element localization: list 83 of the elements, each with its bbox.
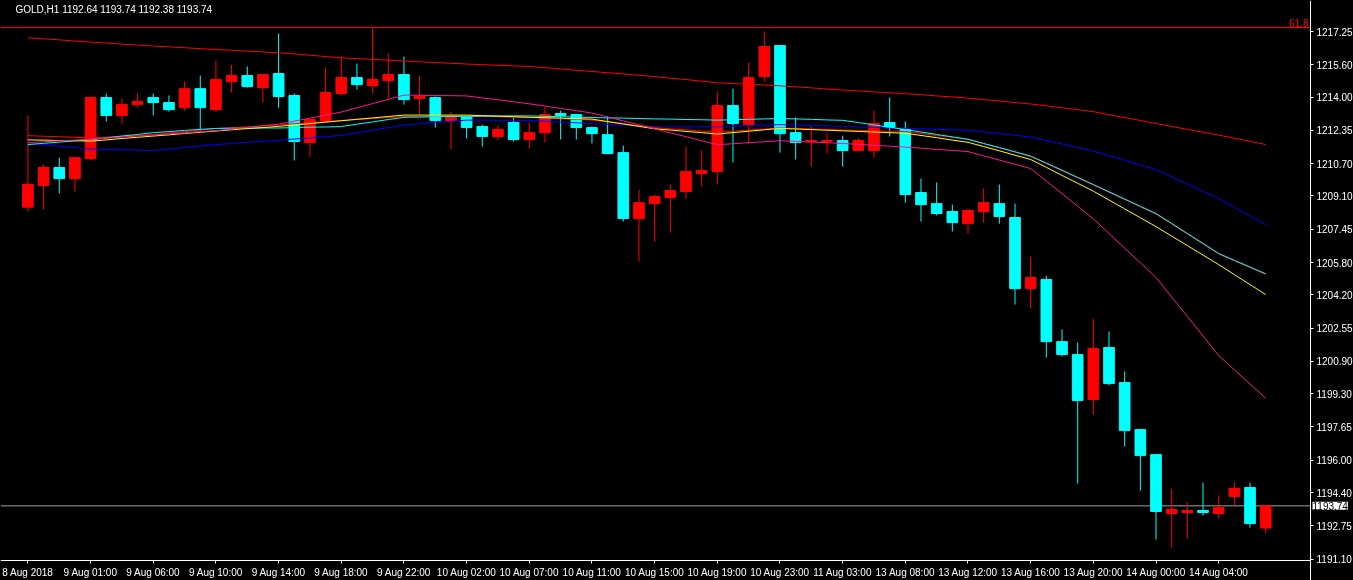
candlestick: [116, 98, 128, 125]
candlestick: [633, 189, 645, 263]
candlestick: [241, 65, 254, 89]
x-tick-label: 13 Aug 12:00: [938, 566, 998, 578]
x-tick-label: 9 Aug 14:00: [251, 566, 306, 578]
x-tick-label: 11 Aug 03:00: [813, 566, 872, 578]
candlestick: [1228, 482, 1241, 507]
y-tick-label: 1205.80: [1316, 257, 1353, 269]
candlestick: [382, 53, 395, 101]
x-tick-label: 14 Aug 00:00: [1126, 566, 1186, 578]
y-tick-label: 1200.90: [1316, 356, 1353, 368]
candlestick: [680, 146, 692, 200]
y-tick-label: 1202.55: [1316, 323, 1353, 335]
x-tick-label: 10 Aug 23:00: [750, 566, 810, 578]
candlestick: [586, 126, 598, 145]
y-tick-label: 1196.00: [1316, 455, 1353, 467]
candlestick: [977, 188, 990, 224]
candlestick: [821, 132, 833, 155]
x-tick-label: 10 Aug 02:00: [436, 566, 497, 578]
candlestick: [335, 56, 348, 97]
y-tick-label: 1197.65: [1316, 421, 1353, 433]
y-tick-label: 1209.10: [1316, 190, 1353, 202]
candlestick: [1024, 255, 1037, 310]
text: 61.8: [1289, 17, 1309, 29]
candlestick: [1212, 495, 1225, 520]
candlestick: [178, 81, 191, 112]
y-tick-label: 1204.20: [1316, 289, 1353, 301]
x-tick-label: 8 Aug 2018: [2, 566, 54, 578]
x-tick-label: 10 Aug 07:00: [499, 566, 559, 578]
candlestick: [476, 124, 489, 148]
y-tick-label: 1191.10: [1316, 554, 1353, 566]
candlestick: [37, 164, 50, 210]
x-tick-label: 13 Aug 20:00: [1063, 566, 1123, 578]
candlestick: [648, 194, 661, 243]
candlestick: [1197, 482, 1209, 517]
x-tick-label: 10 Aug 19:00: [687, 566, 747, 578]
x-tick-label: 10 Aug 15:00: [624, 566, 685, 578]
candlestick: [1259, 505, 1272, 534]
candlestick: [915, 178, 927, 223]
candlestick: [507, 117, 520, 143]
x-tick-label: 10 Aug 11:00: [562, 566, 622, 578]
ref-line-label: 1193.74: [1312, 500, 1349, 512]
y-tick-label: 1207.45: [1316, 224, 1353, 236]
candlestick: [962, 207, 974, 234]
candlestick: [492, 125, 504, 141]
x-tick-label: 9 Aug 22:00: [376, 566, 431, 578]
x-tick-label: 9 Aug 06:00: [126, 566, 181, 578]
y-tick-label: 1199.30: [1316, 388, 1353, 400]
candlestick: [147, 93, 160, 116]
candlestick: [272, 33, 285, 109]
candlestick: [695, 150, 708, 187]
candlestick: [413, 75, 426, 116]
x-tick-label: 9 Aug 10:00: [188, 566, 243, 578]
candlestick: [993, 183, 1006, 225]
y-tick-label: 1192.75: [1316, 520, 1353, 532]
y-tick-label: 1210.70: [1316, 158, 1353, 170]
y-tick-label: 1194.40: [1316, 487, 1353, 499]
y-tick-label: 1212.35: [1316, 125, 1353, 137]
candlestick: [946, 204, 959, 232]
line-series: [27, 94, 1267, 399]
candlestick: [53, 157, 66, 195]
candlestick: [351, 63, 363, 90]
candlestick: [100, 93, 113, 123]
x-tick-label: 9 Aug 01:00: [63, 566, 118, 578]
candlestick: [225, 64, 238, 93]
candlestick: [1165, 487, 1178, 549]
candlestick: [1056, 329, 1068, 358]
candlestick: [257, 74, 269, 104]
x-tick-label: 13 Aug 08:00: [875, 566, 935, 578]
x-tick-label: 13 Aug 16:00: [1000, 566, 1061, 578]
y-tick-label: 1214.00: [1316, 92, 1353, 104]
candlestick: [69, 157, 81, 193]
y-tick-label: 1217.25: [1316, 26, 1353, 38]
candlestick: [163, 95, 175, 113]
candlestick: [836, 135, 849, 168]
y-tick-label: 1215.60: [1316, 59, 1353, 71]
candlestick: [1181, 502, 1194, 540]
x-tick-label: 14 Aug 04:00: [1188, 566, 1249, 578]
candlestick: [523, 122, 536, 150]
chart-title: GOLD,H1 1192.64 1193.74 1192.38 1193.74: [15, 3, 213, 15]
candlestick: [664, 183, 677, 233]
x-tick-label: 9 Aug 18:00: [314, 566, 369, 578]
candlestick: [930, 181, 943, 217]
